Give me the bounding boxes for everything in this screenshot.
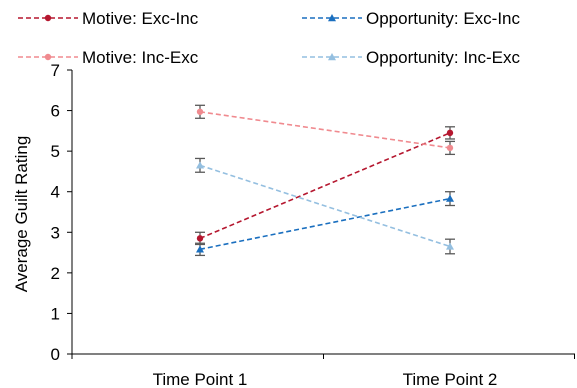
data-point (196, 235, 204, 242)
x-tick-label: Time Point 1 (153, 370, 248, 388)
y-axis-title: Average Guilt Rating (12, 136, 31, 293)
legend-label: Motive: Inc-Exc (82, 48, 199, 67)
y-tick-label: 4 (51, 183, 60, 202)
plot-area (195, 104, 455, 257)
legend-label: Opportunity: Inc-Exc (366, 48, 521, 67)
legend-item: Motive: Exc-Inc (18, 9, 199, 28)
series-line (199, 110, 451, 149)
x-tick-label: Time Point 2 (403, 370, 498, 388)
legend-item: Opportunity: Exc-Inc (302, 9, 521, 28)
legend-marker (328, 53, 336, 61)
series-line (199, 132, 451, 240)
y-tick-label: 5 (51, 142, 60, 161)
legend-label: Motive: Exc-Inc (82, 9, 199, 28)
series-motive-exc-inc (195, 126, 455, 246)
legend-item: Motive: Inc-Exc (18, 48, 199, 67)
y-tick-label: 0 (51, 345, 60, 364)
data-point (196, 161, 204, 169)
data-point (446, 194, 454, 202)
legend-label: Opportunity: Exc-Inc (366, 9, 521, 28)
legend-marker (328, 14, 336, 22)
data-point (446, 144, 454, 152)
data-point (196, 108, 204, 115)
y-axis: 0 1 2 3 4 5 6 7 (51, 61, 73, 364)
legend-item: Opportunity: Inc-Exc (302, 48, 521, 67)
legend-marker (44, 53, 52, 61)
series-opportunity-inc-exc (195, 157, 455, 255)
data-point (446, 242, 454, 250)
y-tick-label: 7 (51, 61, 60, 80)
y-tick-label: 6 (51, 102, 60, 121)
legend: Motive: Exc-Inc Opportunity: Exc-Inc Motiv… (18, 9, 521, 67)
y-tick-label: 1 (51, 304, 60, 323)
y-tick-label: 3 (51, 223, 60, 242)
legend-marker (44, 14, 52, 22)
data-point (446, 129, 454, 137)
data-point (196, 245, 204, 253)
series-line (199, 164, 451, 248)
x-axis: Time Point 1 Time Point 2 (71, 353, 575, 388)
y-tick-label: 2 (51, 264, 60, 283)
series-opportunity-exc-inc (195, 191, 455, 257)
series-motive-inc-exc (195, 104, 455, 156)
series-line (199, 197, 451, 251)
